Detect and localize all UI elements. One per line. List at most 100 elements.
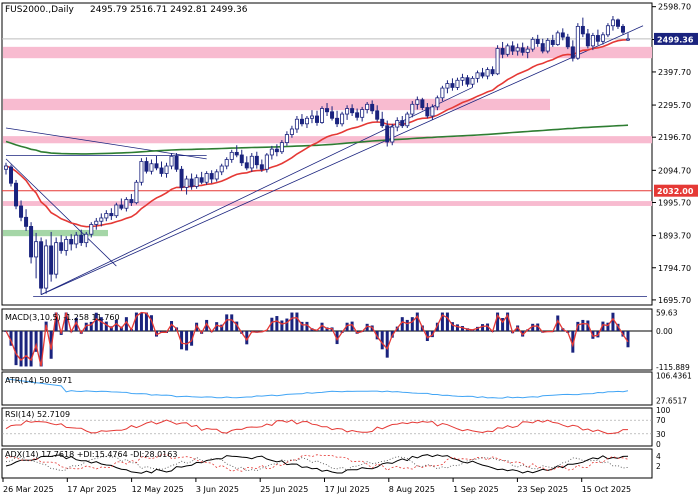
bullish-candle <box>440 87 445 99</box>
bullish-candle <box>309 115 314 119</box>
macd-histogram-bar <box>380 331 384 350</box>
trendline <box>40 25 644 295</box>
bullish-candle <box>64 239 69 251</box>
macd-histogram-bar <box>74 317 78 332</box>
bullish-candle <box>284 134 289 144</box>
bearish-candle <box>9 166 14 184</box>
axes: 2598.702497.602397.702295.702196.702094.… <box>2 3 698 494</box>
macd-histogram-bar <box>220 324 224 332</box>
bearish-candle <box>615 19 620 27</box>
indicator-tick-label: 70 <box>656 416 666 425</box>
macd-histogram-bar <box>34 331 38 352</box>
macd-histogram-bar <box>190 331 194 346</box>
bullish-candle <box>345 108 350 115</box>
macd-histogram-bar <box>385 331 389 358</box>
macd-histogram-bar <box>345 322 349 332</box>
bullish-candle <box>445 83 450 89</box>
bullish-candle <box>455 79 460 88</box>
bullish-candle <box>269 148 274 156</box>
bearish-candle <box>585 33 590 47</box>
macd-histogram-bar <box>375 331 379 340</box>
bearish-candle <box>254 155 259 166</box>
level-marker-label: 2032.00 <box>657 187 694 196</box>
macd-histogram-bar <box>481 324 485 332</box>
rsi-panel-frame <box>1 407 653 447</box>
bearish-candle <box>14 182 19 207</box>
bullish-candle <box>34 241 39 258</box>
bullish-candle <box>219 165 224 173</box>
indicator-tick-label: 2 <box>656 462 661 471</box>
bearish-candle <box>425 107 430 117</box>
bearish-candle <box>209 173 214 180</box>
support-zone <box>3 229 108 237</box>
macd-histogram-bar <box>235 321 239 332</box>
bearish-candle <box>299 118 304 125</box>
price-tick-label: 2094.70 <box>658 166 691 175</box>
bullish-candle <box>89 224 94 235</box>
bullish-candle <box>605 25 610 36</box>
bearish-candle <box>375 110 380 120</box>
fast-moving-average-line <box>5 39 629 228</box>
macd-histogram-bar <box>611 312 615 332</box>
macd-histogram-bar <box>295 312 299 332</box>
bearish-candle <box>189 178 194 187</box>
macd-histogram-bar <box>54 312 58 332</box>
bearish-candle <box>350 108 355 114</box>
bearish-candle <box>239 154 244 164</box>
panel-frames <box>1 2 653 479</box>
bearish-candle <box>39 241 44 289</box>
indicator-tick-label: 59.63 <box>656 309 678 318</box>
macd-histogram-bar <box>320 322 324 332</box>
price-tick-label: 1995.70 <box>658 198 691 207</box>
x-tick-label: 17 Apr 2025 <box>67 485 116 494</box>
bullish-candle <box>460 77 465 81</box>
macd-histogram-bar <box>556 315 560 332</box>
indicator-tick-label: 30 <box>656 430 666 439</box>
bearish-candle <box>540 43 545 52</box>
bearish-candle <box>244 162 249 169</box>
bullish-candle <box>415 99 420 105</box>
macd-histogram-bar <box>350 321 354 332</box>
bearish-candle <box>234 151 239 156</box>
bearish-candle <box>580 25 585 35</box>
bearish-candle <box>59 242 64 251</box>
resistance-zone <box>3 98 550 111</box>
macd-histogram-bar <box>536 323 540 332</box>
bearish-candle <box>510 45 515 52</box>
adx-line <box>5 454 629 474</box>
trendline <box>5 127 207 160</box>
indicator-tick-label: 4 <box>656 452 661 461</box>
bearish-candle <box>259 164 264 170</box>
bullish-candle <box>224 159 229 167</box>
x-tick-label: 8 Aug 2025 <box>389 485 435 494</box>
chart-ohlc-label: 2495.79 2516.71 2492.81 2499.36 <box>90 5 248 15</box>
macd-histogram-bar <box>230 314 234 332</box>
macd-histogram-bar <box>450 322 454 332</box>
bullish-candle <box>365 103 370 110</box>
atr-panel-frame <box>1 371 653 406</box>
macd-histogram-bar <box>225 314 229 332</box>
macd-histogram-bar <box>205 319 209 332</box>
bearish-candle <box>69 239 74 245</box>
x-tick-label: 25 Jun 2025 <box>260 485 308 494</box>
bearish-candle <box>620 25 625 33</box>
bearish-candle <box>490 69 495 75</box>
resistance-zone <box>3 46 652 59</box>
price-tick-label: 1695.70 <box>658 296 691 305</box>
indicator-tick-label: 106.4361 <box>656 371 692 380</box>
bullish-candle <box>320 108 325 123</box>
bullish-candle <box>104 213 109 219</box>
macd-signal-line <box>5 311 629 367</box>
bullish-candle <box>229 151 234 160</box>
bullish-candle <box>435 97 440 108</box>
bearish-candle <box>199 177 204 183</box>
macd-histogram-bar <box>134 312 138 332</box>
price-zones <box>2 38 652 237</box>
bearish-candle <box>154 163 159 169</box>
candlestick-series <box>4 15 631 295</box>
price-tick-label: 1893.70 <box>658 232 691 241</box>
macd-histogram-bar <box>185 331 189 351</box>
bullish-candle <box>149 163 154 172</box>
